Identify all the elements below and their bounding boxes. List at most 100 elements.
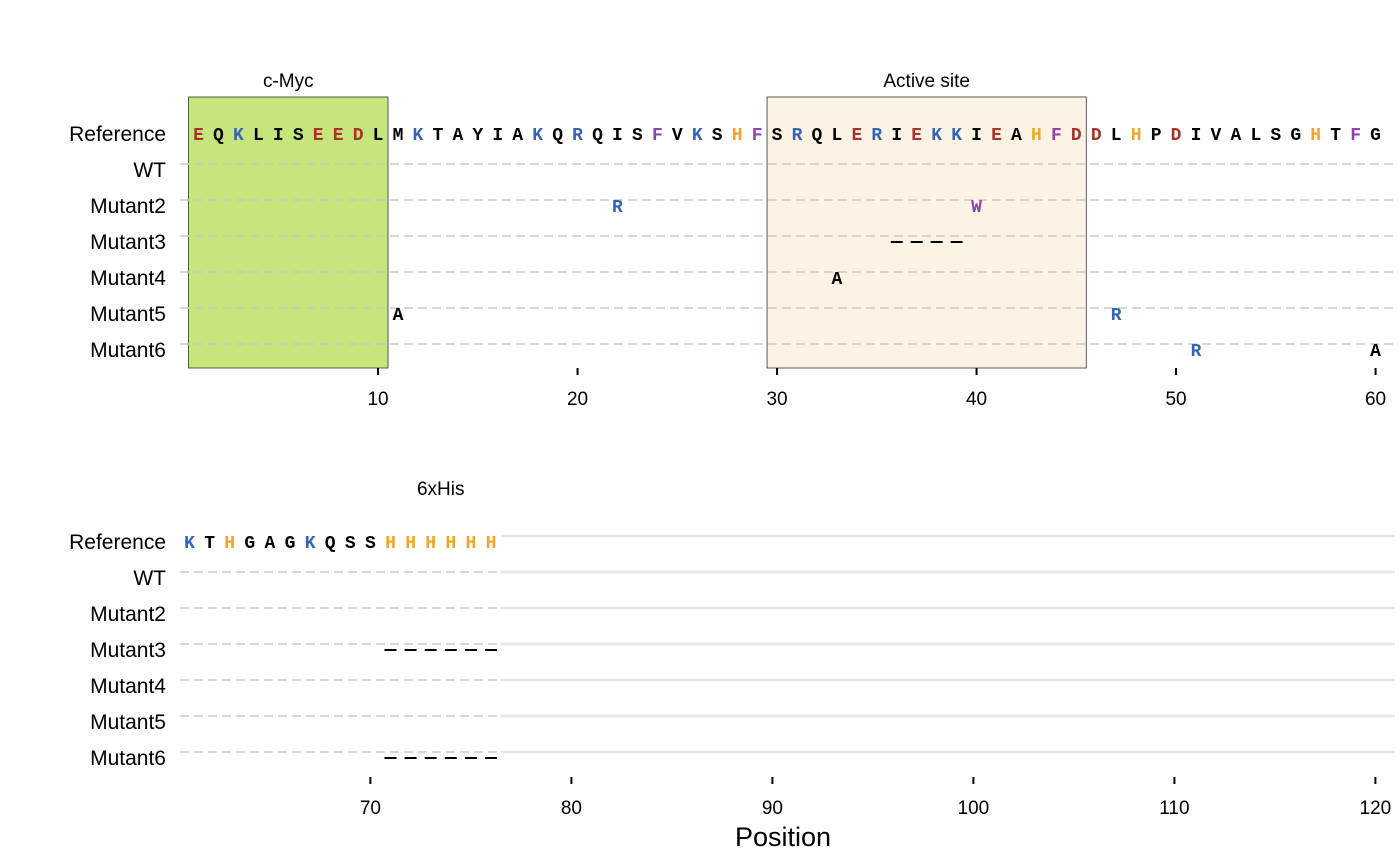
reference-residue: L xyxy=(253,126,264,146)
reference-residue: E xyxy=(313,126,324,146)
reference-residue: I xyxy=(492,126,503,146)
x-tick-label: 120 xyxy=(1360,798,1392,819)
row-label-mutant5: Mutant5 xyxy=(90,303,166,326)
reference-residue: H xyxy=(486,534,497,554)
reference-residue: A xyxy=(1011,126,1022,146)
reference-residue: V xyxy=(672,126,683,146)
reference-residue: Q xyxy=(213,126,224,146)
row-label-wt: WT xyxy=(133,159,166,182)
reference-residue: H xyxy=(224,534,235,554)
row-label-mutant4: Mutant4 xyxy=(90,675,166,698)
reference-residue: D xyxy=(1091,126,1102,146)
reference-residue: H xyxy=(405,534,416,554)
x-axis-title: Position xyxy=(735,822,831,852)
reference-residue: Y xyxy=(472,126,483,146)
x-tick-label: 50 xyxy=(1165,389,1186,410)
row-label-mutant3: Mutant3 xyxy=(90,639,166,662)
x-tick-label: 80 xyxy=(561,798,582,819)
reference-residue: G xyxy=(1290,126,1301,146)
reference-residue: D xyxy=(353,126,364,146)
reference-residue: E xyxy=(991,126,1002,146)
reference-residue: L xyxy=(373,126,384,146)
row-label-mutant4: Mutant4 xyxy=(90,267,166,290)
reference-residue: H xyxy=(425,534,436,554)
reference-residue: K xyxy=(532,126,543,146)
reference-residue: I xyxy=(273,126,284,146)
reference-residue: A xyxy=(452,126,463,146)
row-label-reference: Reference xyxy=(69,531,166,554)
x-tick-label: 60 xyxy=(1365,389,1386,410)
reference-residue: K xyxy=(413,126,424,146)
x-tick-label: 40 xyxy=(966,389,987,410)
row-label-wt: WT xyxy=(133,567,166,590)
region-label: c-Myc xyxy=(263,71,314,92)
reference-residue: Q xyxy=(325,534,336,554)
variant-residue: R xyxy=(1111,306,1122,326)
x-tick-label: 20 xyxy=(567,389,588,410)
x-tick-label: 90 xyxy=(762,798,783,819)
reference-residue: H xyxy=(1131,126,1142,146)
region-label: Active site xyxy=(883,71,970,92)
reference-residue: H xyxy=(732,126,743,146)
reference-residue: T xyxy=(432,126,443,146)
reference-residue: Q xyxy=(592,126,603,146)
x-tick-label: 110 xyxy=(1159,798,1189,819)
row-label-mutant3: Mutant3 xyxy=(90,231,166,254)
reference-residue: E xyxy=(333,126,344,146)
variant-residue: A xyxy=(831,270,842,290)
reference-residue: F xyxy=(752,126,763,146)
row-label-mutant5: Mutant5 xyxy=(90,711,166,734)
reference-residue: T xyxy=(204,534,215,554)
reference-residue: F xyxy=(1350,126,1361,146)
reference-residue: G xyxy=(244,534,255,554)
variant-residue: R xyxy=(612,198,623,218)
reference-residue: A xyxy=(512,126,523,146)
reference-residue: E xyxy=(911,126,922,146)
alignment-panel-top: c-Myc Active siteReferenceWTMutant2Mutant… xyxy=(69,71,1395,410)
reference-residue: A xyxy=(1230,126,1241,146)
reference-residue: E xyxy=(193,126,204,146)
reference-residue: R xyxy=(792,126,803,146)
variant-residue: A xyxy=(393,306,404,326)
reference-residue: H xyxy=(1310,126,1321,146)
reference-residue: S xyxy=(365,534,376,554)
reference-residue: K xyxy=(951,126,962,146)
reference-residue: T xyxy=(1330,126,1341,146)
reference-residue: K xyxy=(233,126,244,146)
reference-residue: L xyxy=(831,126,842,146)
region-box xyxy=(188,96,389,369)
reference-residue: Q xyxy=(812,126,823,146)
reference-residue: S xyxy=(293,126,304,146)
reference-residue: Q xyxy=(552,126,563,146)
reference-residue: D xyxy=(1171,126,1182,146)
reference-residue: D xyxy=(1071,126,1082,146)
variant-residue: A xyxy=(1370,342,1381,362)
reference-residue: S xyxy=(345,534,356,554)
reference-residue: H xyxy=(445,534,456,554)
reference-residue: P xyxy=(1151,126,1162,146)
reference-residue: V xyxy=(1211,126,1222,146)
reference-residue: S xyxy=(632,126,643,146)
reference-residue: F xyxy=(652,126,663,146)
reference-residue: S xyxy=(772,126,783,146)
row-label-reference: Reference xyxy=(69,123,166,146)
x-tick-label: 100 xyxy=(958,798,990,819)
reference-residue: R xyxy=(871,126,882,146)
reference-residue: S xyxy=(1270,126,1281,146)
reference-residue: F xyxy=(1051,126,1062,146)
row-label-mutant2: Mutant2 xyxy=(90,195,166,218)
region-box xyxy=(766,96,1087,369)
variant-residue: R xyxy=(1191,342,1202,362)
reference-residue: G xyxy=(285,534,296,554)
reference-residue: S xyxy=(712,126,723,146)
reference-residue: L xyxy=(1250,126,1261,146)
reference-residue: K xyxy=(692,126,703,146)
reference-residue: I xyxy=(612,126,623,146)
reference-residue: G xyxy=(1370,126,1381,146)
variant-residue: W xyxy=(971,198,982,218)
reference-residue: H xyxy=(1031,126,1042,146)
x-tick-label: 70 xyxy=(360,798,381,819)
reference-residue: I xyxy=(971,126,982,146)
alignment-panel-bottom: 6xHis Reference WT Mutant2 Mutant3 Mutant4 Mut… xyxy=(69,479,1395,819)
